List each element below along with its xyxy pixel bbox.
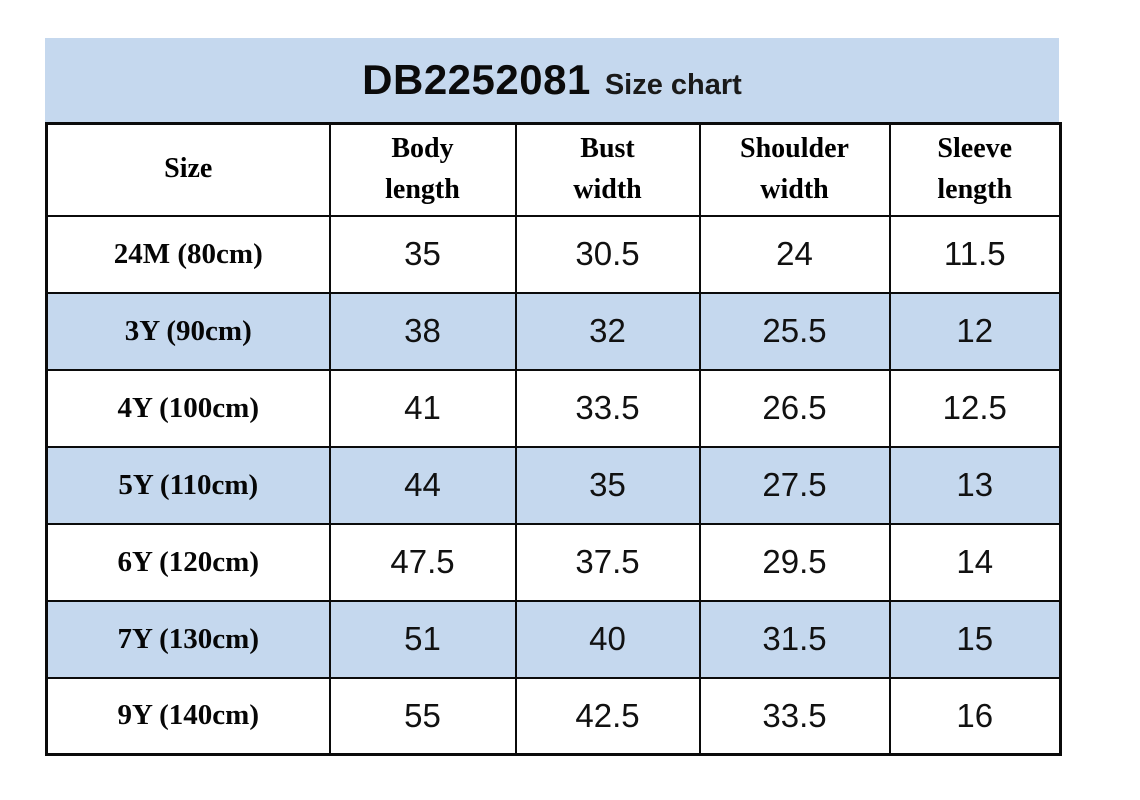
- size-cell: 24M (80cm): [45, 214, 331, 294]
- table-row: 6Y (120cm) 47.5 37.5 29.5 14: [45, 522, 1062, 602]
- table-header: Size Body length Bust width Shoulder wid…: [45, 122, 1062, 217]
- value-cell: 44: [328, 445, 517, 525]
- value-cell: 24: [698, 214, 891, 294]
- table-body: 24M (80cm) 35 30.5 24 11.5 3Y (90cm) 38 …: [45, 214, 1062, 756]
- size-chart-label: Size chart: [604, 69, 742, 101]
- value-cell: 42.5: [514, 676, 701, 756]
- column-header-shoulder-width: Shoulder width: [698, 122, 891, 217]
- size-table: Size Body length Bust width Shoulder wid…: [45, 122, 1062, 756]
- column-header-body-length: Body length: [328, 122, 517, 217]
- value-cell: 30.5: [514, 214, 701, 294]
- table-title: DB2252081 Size chart: [362, 56, 742, 104]
- value-cell: 37.5: [514, 522, 701, 602]
- size-cell: 5Y (110cm): [45, 445, 331, 525]
- table-row: 24M (80cm) 35 30.5 24 11.5: [45, 214, 1062, 294]
- value-cell: 16: [888, 676, 1062, 756]
- value-cell: 33.5: [698, 676, 891, 756]
- size-cell: 6Y (120cm): [45, 522, 331, 602]
- value-cell: 29.5: [698, 522, 891, 602]
- value-cell: 25.5: [698, 291, 891, 371]
- table-row: 9Y (140cm) 55 42.5 33.5 16: [45, 676, 1062, 756]
- table-row: 7Y (130cm) 51 40 31.5 15: [45, 599, 1062, 679]
- value-cell: 32: [514, 291, 701, 371]
- size-cell: 4Y (100cm): [45, 368, 331, 448]
- value-cell: 51: [328, 599, 517, 679]
- header-row: Size Body length Bust width Shoulder wid…: [45, 122, 1062, 217]
- value-cell: 13: [888, 445, 1062, 525]
- table-row: 4Y (100cm) 41 33.5 26.5 12.5: [45, 368, 1062, 448]
- value-cell: 33.5: [514, 368, 701, 448]
- value-cell: 27.5: [698, 445, 891, 525]
- size-cell: 7Y (130cm): [45, 599, 331, 679]
- value-cell: 11.5: [888, 214, 1062, 294]
- value-cell: 31.5: [698, 599, 891, 679]
- size-cell: 9Y (140cm): [45, 676, 331, 756]
- size-chart: DB2252081 Size chart Size Body length Bu…: [45, 38, 1062, 756]
- value-cell: 26.5: [698, 368, 891, 448]
- value-cell: 40: [514, 599, 701, 679]
- value-cell: 41: [328, 368, 517, 448]
- value-cell: 12.5: [888, 368, 1062, 448]
- value-cell: 15: [888, 599, 1062, 679]
- value-cell: 35: [328, 214, 517, 294]
- value-cell: 47.5: [328, 522, 517, 602]
- size-cell: 3Y (90cm): [45, 291, 331, 371]
- value-cell: 14: [888, 522, 1062, 602]
- column-header-size: Size: [45, 122, 331, 217]
- table-row: 5Y (110cm) 44 35 27.5 13: [45, 445, 1062, 525]
- table-title-band: DB2252081 Size chart: [45, 38, 1059, 122]
- table-row: 3Y (90cm) 38 32 25.5 12: [45, 291, 1062, 371]
- value-cell: 38: [328, 291, 517, 371]
- value-cell: 55: [328, 676, 517, 756]
- column-header-sleeve-length: Sleeve length: [888, 122, 1062, 217]
- column-header-bust-width: Bust width: [514, 122, 701, 217]
- product-code: DB2252081: [362, 56, 591, 103]
- value-cell: 35: [514, 445, 701, 525]
- value-cell: 12: [888, 291, 1062, 371]
